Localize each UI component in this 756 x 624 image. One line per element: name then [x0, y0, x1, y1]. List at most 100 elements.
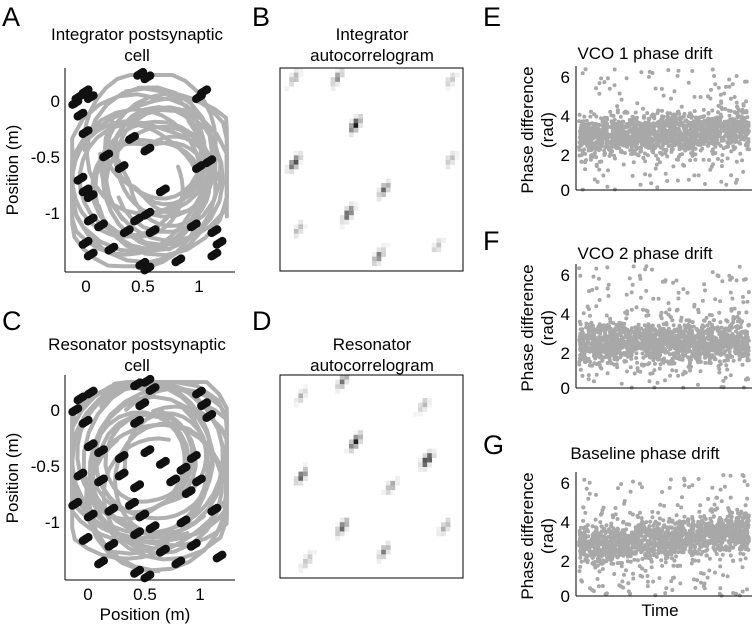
phase-point — [665, 117, 670, 122]
phase-point — [594, 155, 599, 160]
heatmap-cell — [284, 164, 290, 170]
phase-point — [601, 125, 606, 130]
phase-point — [649, 181, 654, 186]
spike-marker — [120, 161, 129, 170]
phase-point — [661, 93, 666, 98]
phase-point — [602, 133, 607, 138]
phase-point — [586, 373, 591, 378]
panel-c-title-line1: Resonator postsynaptic — [48, 335, 226, 354]
phase-point — [624, 359, 628, 364]
phase-point — [741, 294, 745, 299]
phase-point — [594, 372, 599, 377]
heatmap-cell — [344, 219, 350, 225]
phase-point — [743, 511, 748, 516]
phase-point — [613, 327, 617, 331]
spike-marker — [84, 533, 93, 542]
phase-point — [587, 363, 592, 368]
phase-point — [699, 340, 704, 345]
heatmap-cell — [445, 517, 451, 523]
spike-marker — [207, 410, 217, 419]
phase-point — [615, 133, 620, 138]
phase-point — [604, 351, 609, 356]
phase-point — [738, 151, 743, 156]
heatmap-cell — [381, 247, 386, 253]
phase-point — [619, 341, 624, 346]
phase-point — [719, 334, 724, 338]
phase-point — [657, 349, 661, 354]
phase-point — [579, 133, 584, 138]
phase-point — [637, 329, 641, 333]
spike-marker — [202, 85, 212, 94]
spike-marker — [218, 236, 227, 246]
phase-point — [643, 330, 648, 335]
phase-point — [681, 287, 686, 292]
heatmap-cell — [298, 155, 304, 161]
heatmap-cell — [358, 114, 363, 119]
phase-point — [728, 373, 733, 378]
phase-point — [665, 350, 670, 355]
phase-point — [710, 67, 715, 72]
phase-point — [725, 123, 729, 128]
phase-point — [730, 296, 735, 301]
phase-point — [579, 559, 584, 564]
phase-point — [635, 341, 640, 346]
phase-point — [687, 522, 691, 527]
phase-point — [683, 148, 688, 153]
phase-point — [583, 151, 587, 156]
phase-point — [743, 79, 747, 84]
phase-point — [692, 109, 697, 114]
phase-point — [689, 561, 694, 566]
heatmap-cell — [284, 86, 290, 92]
phase-point — [663, 591, 668, 596]
phase-point — [651, 358, 656, 363]
phase-point — [742, 479, 747, 484]
spike-marker — [99, 474, 109, 483]
phase-point — [700, 298, 705, 303]
spike-marker — [151, 383, 160, 392]
phase-point — [706, 111, 711, 116]
heatmap-cell — [303, 384, 308, 389]
phase-point — [724, 84, 729, 89]
phase-point — [719, 499, 724, 504]
phase-point — [597, 81, 602, 86]
phase-point — [745, 132, 750, 136]
phase-point — [745, 125, 749, 130]
spike-marker — [192, 219, 201, 228]
phase-point — [617, 126, 621, 131]
heatmap-cell — [298, 393, 304, 399]
heatmap-cell — [358, 434, 363, 440]
phase-point — [641, 132, 646, 137]
phase-point — [677, 333, 682, 338]
phase-point — [604, 342, 609, 347]
spike-marker — [213, 503, 222, 513]
phase-point — [692, 173, 697, 178]
y-tick-label: 2 — [561, 146, 570, 165]
phase-point — [668, 373, 673, 378]
y-tick-label: -1 — [45, 513, 60, 532]
phase-point — [669, 361, 674, 366]
heatmap-cell — [427, 462, 432, 468]
heatmap-cell — [339, 219, 345, 225]
phase-point — [672, 89, 677, 94]
phase-point — [658, 151, 663, 155]
y-axis-label: Position (m) — [3, 433, 22, 524]
phase-point — [677, 323, 682, 328]
phase-point — [587, 322, 592, 327]
phase-point — [592, 112, 597, 117]
heatmap-cell — [418, 407, 423, 412]
phase-point — [707, 556, 712, 561]
phase-point — [702, 282, 707, 287]
phase-point — [686, 177, 691, 182]
phase-point — [589, 109, 593, 114]
phase-point — [743, 329, 748, 334]
phase-point — [589, 132, 594, 137]
phase-point — [638, 345, 643, 350]
phase-point — [708, 508, 713, 513]
heatmap-cell — [385, 545, 391, 550]
phase-point — [674, 141, 678, 146]
phase-point — [581, 119, 586, 124]
phase-point — [581, 348, 586, 353]
panel-g-title: Baseline phase drift — [570, 444, 720, 463]
phase-point — [605, 286, 610, 291]
phase-point — [719, 164, 724, 169]
